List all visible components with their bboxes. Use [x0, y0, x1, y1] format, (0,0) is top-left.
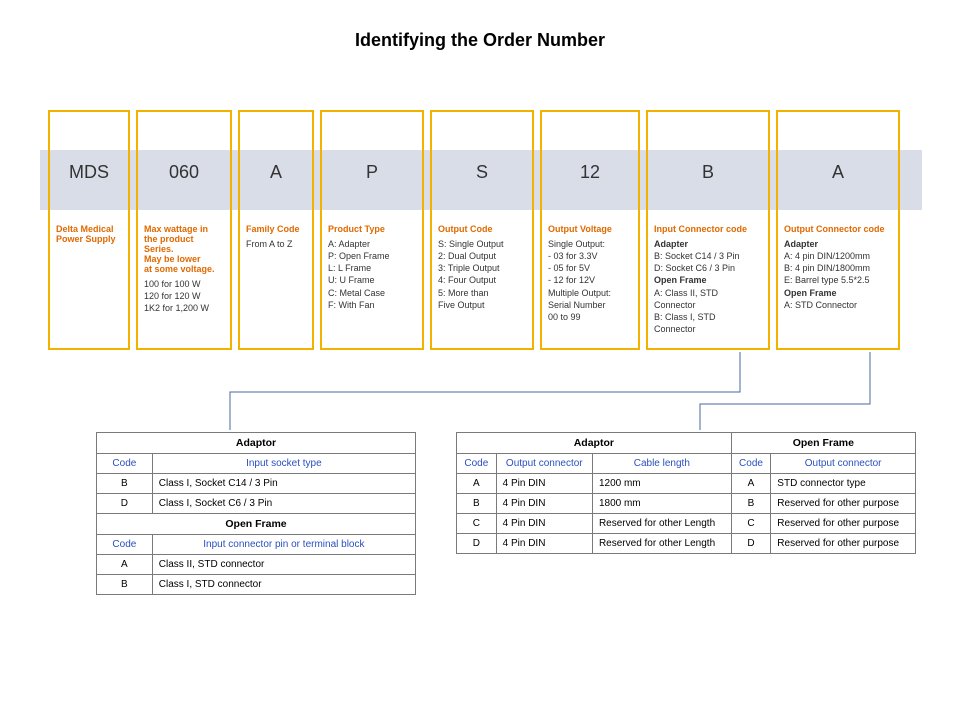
table-col-header: Input socket type — [152, 454, 415, 474]
table-cell: A — [731, 474, 771, 494]
table-cell: STD connector type — [771, 474, 916, 494]
table-cell: Reserved for other Length — [592, 514, 731, 534]
table-col-header: Code — [731, 454, 771, 474]
table-section-header: Open Frame — [97, 514, 416, 535]
table-cell: B — [97, 575, 153, 595]
table-cell: A — [457, 474, 497, 494]
order-segment-7: A Output Connector code AdapterA: 4 pin DI… — [776, 110, 900, 350]
segment-desc: A: AdapterP: Open FrameL: L FrameU: U Fr… — [328, 238, 416, 311]
segment-code: S — [438, 162, 526, 206]
segment-label: Product Type — [328, 224, 416, 234]
segment-label: Input Connector code — [654, 224, 762, 234]
table-cell: Class I, Socket C14 / 3 Pin — [152, 474, 415, 494]
segment-code: 12 — [548, 162, 632, 206]
table-col-header: Code — [457, 454, 497, 474]
tables-area: AdaptorCodeInput socket typeBClass I, So… — [96, 432, 930, 595]
table-col-header: Code — [97, 535, 153, 555]
table-cell: 1200 mm — [592, 474, 731, 494]
segment-desc: From A to Z — [246, 238, 306, 250]
table-cell: 4 Pin DIN — [496, 494, 592, 514]
table-cell: Class I, Socket C6 / 3 Pin — [152, 494, 415, 514]
segment-label: Delta Medical Power Supply — [56, 224, 122, 244]
table-section-header: Open Frame — [731, 433, 915, 454]
table-cell: B — [97, 474, 153, 494]
table-col-header: Code — [97, 454, 153, 474]
table-cell: 1800 mm — [592, 494, 731, 514]
segment-code: P — [328, 162, 416, 206]
table-cell: C — [731, 514, 771, 534]
table-cell: Class I, STD connector — [152, 575, 415, 595]
table-cell: Reserved for other purpose — [771, 534, 916, 554]
segment-label: Output Code — [438, 224, 526, 234]
segments-row: MDS Delta Medical Power Supply 060 Max watt… — [48, 110, 922, 350]
segment-code: A — [784, 162, 892, 206]
table-cell: D — [731, 534, 771, 554]
connector-right — [640, 352, 900, 440]
table-cell: A — [97, 555, 153, 575]
segment-label: Max wattage in the product Series. May b… — [144, 224, 224, 274]
table-cell: 4 Pin DIN — [496, 534, 592, 554]
table-col-header: Output connector — [496, 454, 592, 474]
segment-code: 060 — [144, 162, 224, 206]
table-cell: Reserved for other purpose — [771, 494, 916, 514]
table-section-header: Adaptor — [97, 433, 416, 454]
input-connector-table: AdaptorCodeInput socket typeBClass I, So… — [96, 432, 416, 595]
table-col-header: Input connector pin or terminal block — [152, 535, 415, 555]
order-segment-2: A Family Code From A to Z — [238, 110, 314, 350]
table-section-header: Adaptor — [457, 433, 732, 454]
table-cell: Class II, STD connector — [152, 555, 415, 575]
order-segment-0: MDS Delta Medical Power Supply — [48, 110, 130, 350]
table-cell: D — [97, 494, 153, 514]
table-col-header: Output connector — [771, 454, 916, 474]
table-cell: Reserved for other purpose — [771, 514, 916, 534]
table-cell: D — [457, 534, 497, 554]
segment-label: Family Code — [246, 224, 306, 234]
segment-desc: AdapterB: Socket C14 / 3 PinD: Socket C6… — [654, 238, 762, 335]
segment-desc: AdapterA: 4 pin DIN/1200mmB: 4 pin DIN/1… — [784, 238, 892, 311]
table-cell: 4 Pin DIN — [496, 514, 592, 534]
table-cell: C — [457, 514, 497, 534]
segment-desc: Single Output: - 03 for 3.3V - 05 for 5V… — [548, 238, 632, 323]
segment-code: A — [246, 162, 306, 206]
table-cell: 4 Pin DIN — [496, 474, 592, 494]
segment-label: Output Voltage — [548, 224, 632, 234]
order-segment-1: 060 Max wattage in the product Series. Ma… — [136, 110, 232, 350]
order-segment-6: B Input Connector code AdapterB: Socket C1… — [646, 110, 770, 350]
table-cell: B — [457, 494, 497, 514]
segment-code: MDS — [56, 162, 122, 206]
segment-desc: 100 for 100 W120 for 120 W1K2 for 1,200 … — [144, 278, 224, 314]
order-segment-4: S Output Code S: Single Output2: Dual Outp… — [430, 110, 534, 350]
order-segment-3: P Product Type A: AdapterP: Open FrameL: L… — [320, 110, 424, 350]
segment-code: B — [654, 162, 762, 206]
table-cell: B — [731, 494, 771, 514]
order-segment-5: 12 Output Voltage Single Output: - 03 for … — [540, 110, 640, 350]
segment-label: Output Connector code — [784, 224, 892, 234]
page-title: Identifying the Order Number — [0, 0, 960, 51]
output-connector-table: AdaptorOpen FrameCodeOutput connectorCab… — [456, 432, 916, 554]
table-cell: Reserved for other Length — [592, 534, 731, 554]
segment-desc: S: Single Output2: Dual Output3: Triple … — [438, 238, 526, 311]
table-col-header: Cable length — [592, 454, 731, 474]
